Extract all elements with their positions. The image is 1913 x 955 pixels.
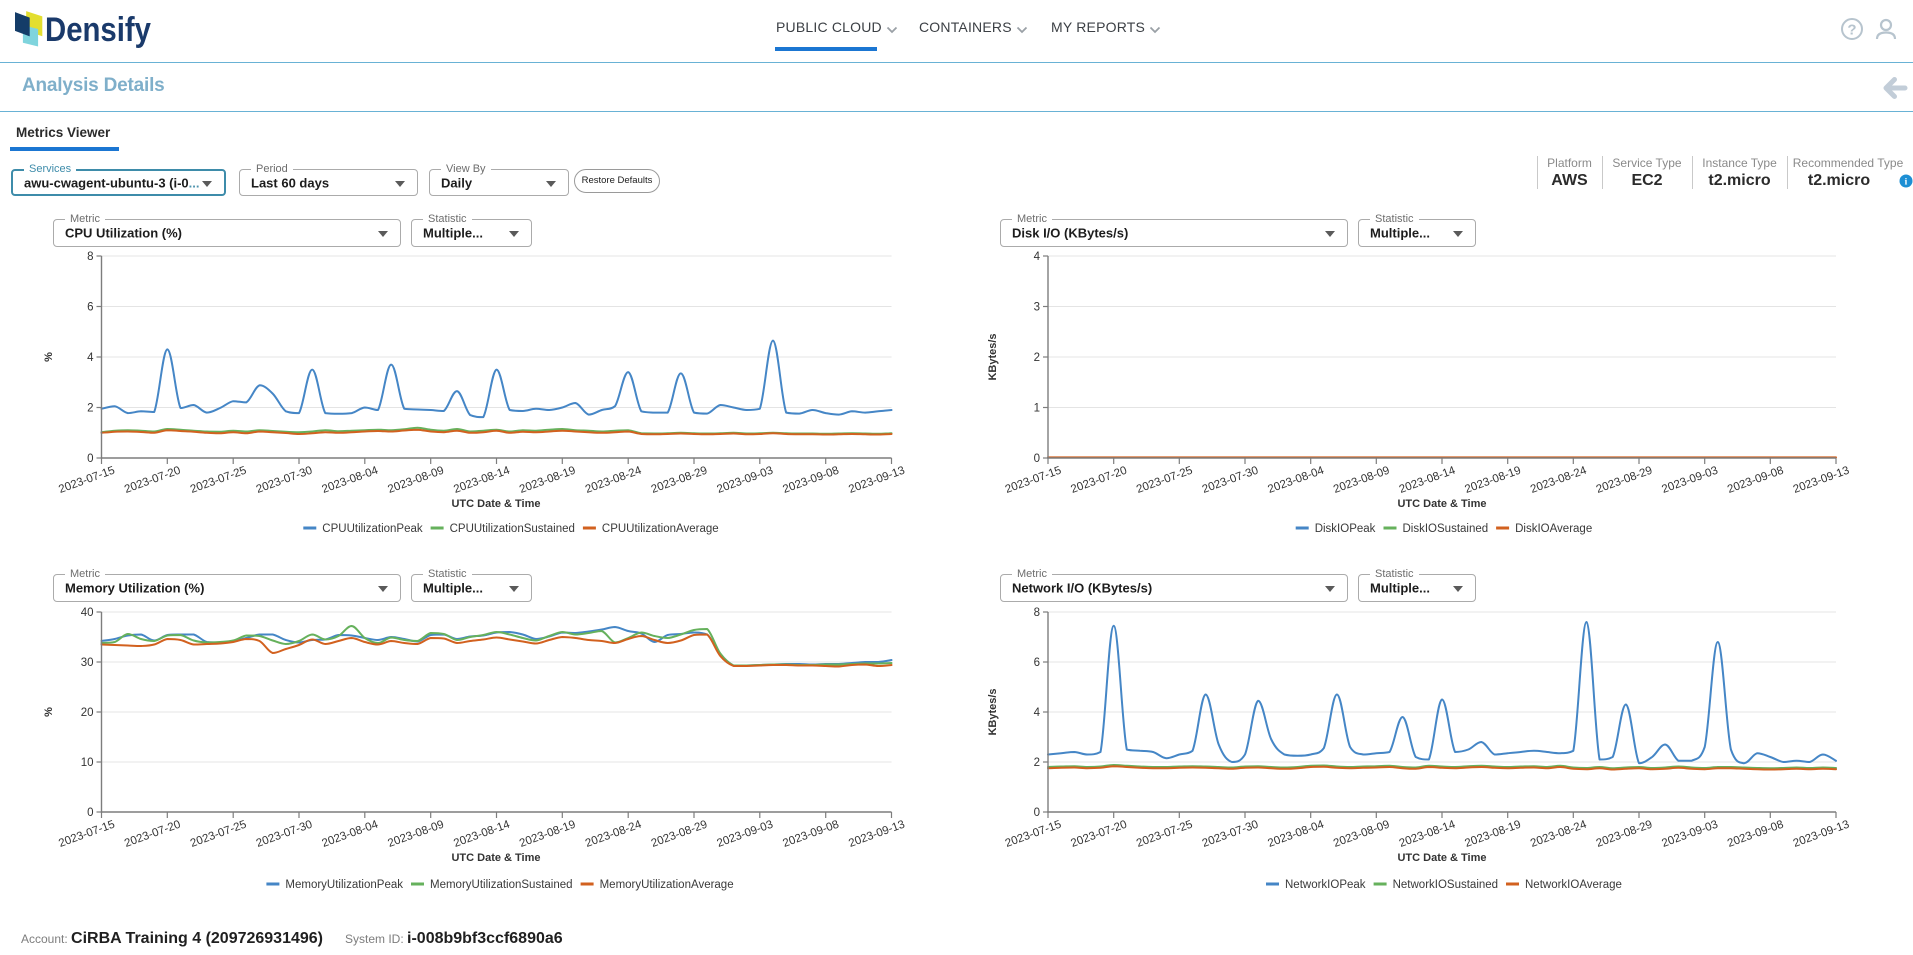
svg-text:2023-09-13: 2023-09-13 [847, 465, 906, 496]
svg-text:2023-07-30: 2023-07-30 [1201, 819, 1260, 850]
svg-text:MemoryUtilizationPeak: MemoryUtilizationPeak [285, 879, 403, 891]
svg-text:2: 2 [87, 403, 93, 415]
svg-text:2023-09-13: 2023-09-13 [847, 819, 906, 850]
svg-text:30: 30 [81, 657, 94, 669]
svg-text:NetworkIOPeak: NetworkIOPeak [1285, 879, 1366, 891]
svg-text:2023-08-14: 2023-08-14 [452, 818, 512, 850]
svg-text:2023-08-09: 2023-08-09 [386, 465, 445, 496]
svg-text:2023-07-15: 2023-07-15 [1004, 465, 1063, 496]
svg-text:UTC Date & Time: UTC Date & Time [451, 498, 540, 510]
svg-text:CPUUtilizationSustained: CPUUtilizationSustained [450, 523, 575, 535]
svg-text:2023-08-29: 2023-08-29 [650, 819, 709, 850]
svg-text:2023-07-30: 2023-07-30 [255, 819, 314, 850]
svg-text:2: 2 [1034, 352, 1040, 364]
svg-text:2023-09-08: 2023-09-08 [781, 819, 840, 850]
svg-text:NetworkIOAverage: NetworkIOAverage [1525, 879, 1622, 891]
svg-text:2023-09-08: 2023-09-08 [1726, 819, 1785, 850]
svg-text:2023-08-29: 2023-08-29 [1595, 819, 1654, 850]
svg-text:KBytes/s: KBytes/s [987, 333, 999, 380]
svg-text:2023-09-13: 2023-09-13 [1792, 819, 1851, 850]
svg-text:2023-08-29: 2023-08-29 [1595, 465, 1654, 496]
svg-text:2023-08-09: 2023-08-09 [1332, 819, 1391, 850]
svg-text:6: 6 [87, 302, 93, 314]
svg-text:4: 4 [1034, 251, 1041, 263]
svg-text:CPUUtilizationAverage: CPUUtilizationAverage [602, 523, 719, 535]
svg-text:2023-09-03: 2023-09-03 [1660, 465, 1719, 496]
svg-text:2: 2 [1034, 757, 1040, 769]
svg-text:%: % [43, 707, 55, 717]
svg-text:2023-07-25: 2023-07-25 [189, 819, 248, 850]
svg-text:2023-07-25: 2023-07-25 [189, 465, 248, 496]
svg-text:2023-07-20: 2023-07-20 [123, 465, 182, 496]
svg-text:2023-08-09: 2023-08-09 [1332, 465, 1391, 496]
svg-text:2023-07-15: 2023-07-15 [57, 465, 116, 496]
svg-text:2023-08-04: 2023-08-04 [1266, 818, 1326, 850]
svg-text:2023-08-24: 2023-08-24 [584, 464, 644, 496]
svg-text:2023-08-14: 2023-08-14 [452, 464, 512, 496]
svg-text:2023-08-19: 2023-08-19 [518, 465, 577, 496]
svg-text:2023-07-20: 2023-07-20 [123, 819, 182, 850]
svg-text:0: 0 [87, 453, 93, 465]
svg-text:2023-08-19: 2023-08-19 [518, 819, 577, 850]
svg-text:0: 0 [1034, 807, 1040, 819]
svg-text:2023-08-14: 2023-08-14 [1398, 818, 1458, 850]
svg-text:2023-07-25: 2023-07-25 [1135, 465, 1194, 496]
svg-text:2023-08-24: 2023-08-24 [1529, 464, 1589, 496]
svg-text:2023-07-20: 2023-07-20 [1069, 819, 1128, 850]
svg-text:10: 10 [81, 757, 94, 769]
svg-text:i: i [1905, 178, 1908, 188]
svg-text:4: 4 [87, 352, 94, 364]
svg-text:MemoryUtilizationAverage: MemoryUtilizationAverage [600, 879, 734, 891]
svg-text:DiskIOSustained: DiskIOSustained [1403, 523, 1489, 535]
svg-text:40: 40 [81, 607, 94, 619]
svg-text:UTC Date & Time: UTC Date & Time [451, 852, 540, 864]
svg-text:2023-08-29: 2023-08-29 [650, 465, 709, 496]
svg-text:1: 1 [1034, 403, 1040, 415]
svg-text:2023-09-03: 2023-09-03 [715, 819, 774, 850]
svg-text:2023-07-25: 2023-07-25 [1135, 819, 1194, 850]
svg-text:0: 0 [1034, 453, 1040, 465]
svg-text:3: 3 [1034, 302, 1040, 314]
svg-text:2023-08-04: 2023-08-04 [1266, 464, 1326, 496]
svg-text:DiskIOAverage: DiskIOAverage [1515, 523, 1592, 535]
svg-text:2023-08-14: 2023-08-14 [1398, 464, 1458, 496]
svg-text:2023-08-19: 2023-08-19 [1463, 465, 1522, 496]
svg-text:2023-08-24: 2023-08-24 [1529, 818, 1589, 850]
svg-text:2023-07-20: 2023-07-20 [1069, 465, 1128, 496]
svg-text:2023-09-03: 2023-09-03 [715, 465, 774, 496]
svg-text:20: 20 [81, 707, 94, 719]
svg-text:2023-08-04: 2023-08-04 [320, 818, 380, 850]
svg-text:2023-09-03: 2023-09-03 [1660, 819, 1719, 850]
svg-text:UTC Date & Time: UTC Date & Time [1397, 498, 1486, 510]
svg-text:%: % [43, 352, 55, 362]
svg-text:2023-08-09: 2023-08-09 [386, 819, 445, 850]
svg-text:CPUUtilizationPeak: CPUUtilizationPeak [322, 523, 423, 535]
svg-text:4: 4 [1034, 707, 1041, 719]
svg-text:2023-09-08: 2023-09-08 [781, 465, 840, 496]
svg-text:6: 6 [1034, 657, 1040, 669]
svg-text:UTC Date & Time: UTC Date & Time [1397, 852, 1486, 864]
svg-text:2023-08-04: 2023-08-04 [320, 464, 380, 496]
svg-text:DiskIOPeak: DiskIOPeak [1315, 523, 1376, 535]
svg-text:8: 8 [1034, 607, 1040, 619]
svg-text:NetworkIOSustained: NetworkIOSustained [1393, 879, 1498, 891]
svg-text:2023-08-19: 2023-08-19 [1463, 819, 1522, 850]
svg-text:MemoryUtilizationSustained: MemoryUtilizationSustained [430, 879, 573, 891]
svg-text:8: 8 [87, 251, 93, 263]
svg-text:?: ? [1847, 22, 1856, 39]
svg-text:2023-07-15: 2023-07-15 [1004, 819, 1063, 850]
svg-text:2023-08-24: 2023-08-24 [584, 818, 644, 850]
svg-text:2023-09-08: 2023-09-08 [1726, 465, 1785, 496]
svg-text:2023-07-30: 2023-07-30 [1201, 465, 1260, 496]
svg-text:2023-07-15: 2023-07-15 [57, 819, 116, 850]
svg-text:2023-07-30: 2023-07-30 [255, 465, 314, 496]
svg-text:KBytes/s: KBytes/s [987, 688, 999, 735]
svg-text:2023-09-13: 2023-09-13 [1792, 465, 1851, 496]
svg-text:Densify: Densify [45, 11, 151, 49]
svg-text:0: 0 [87, 807, 93, 819]
